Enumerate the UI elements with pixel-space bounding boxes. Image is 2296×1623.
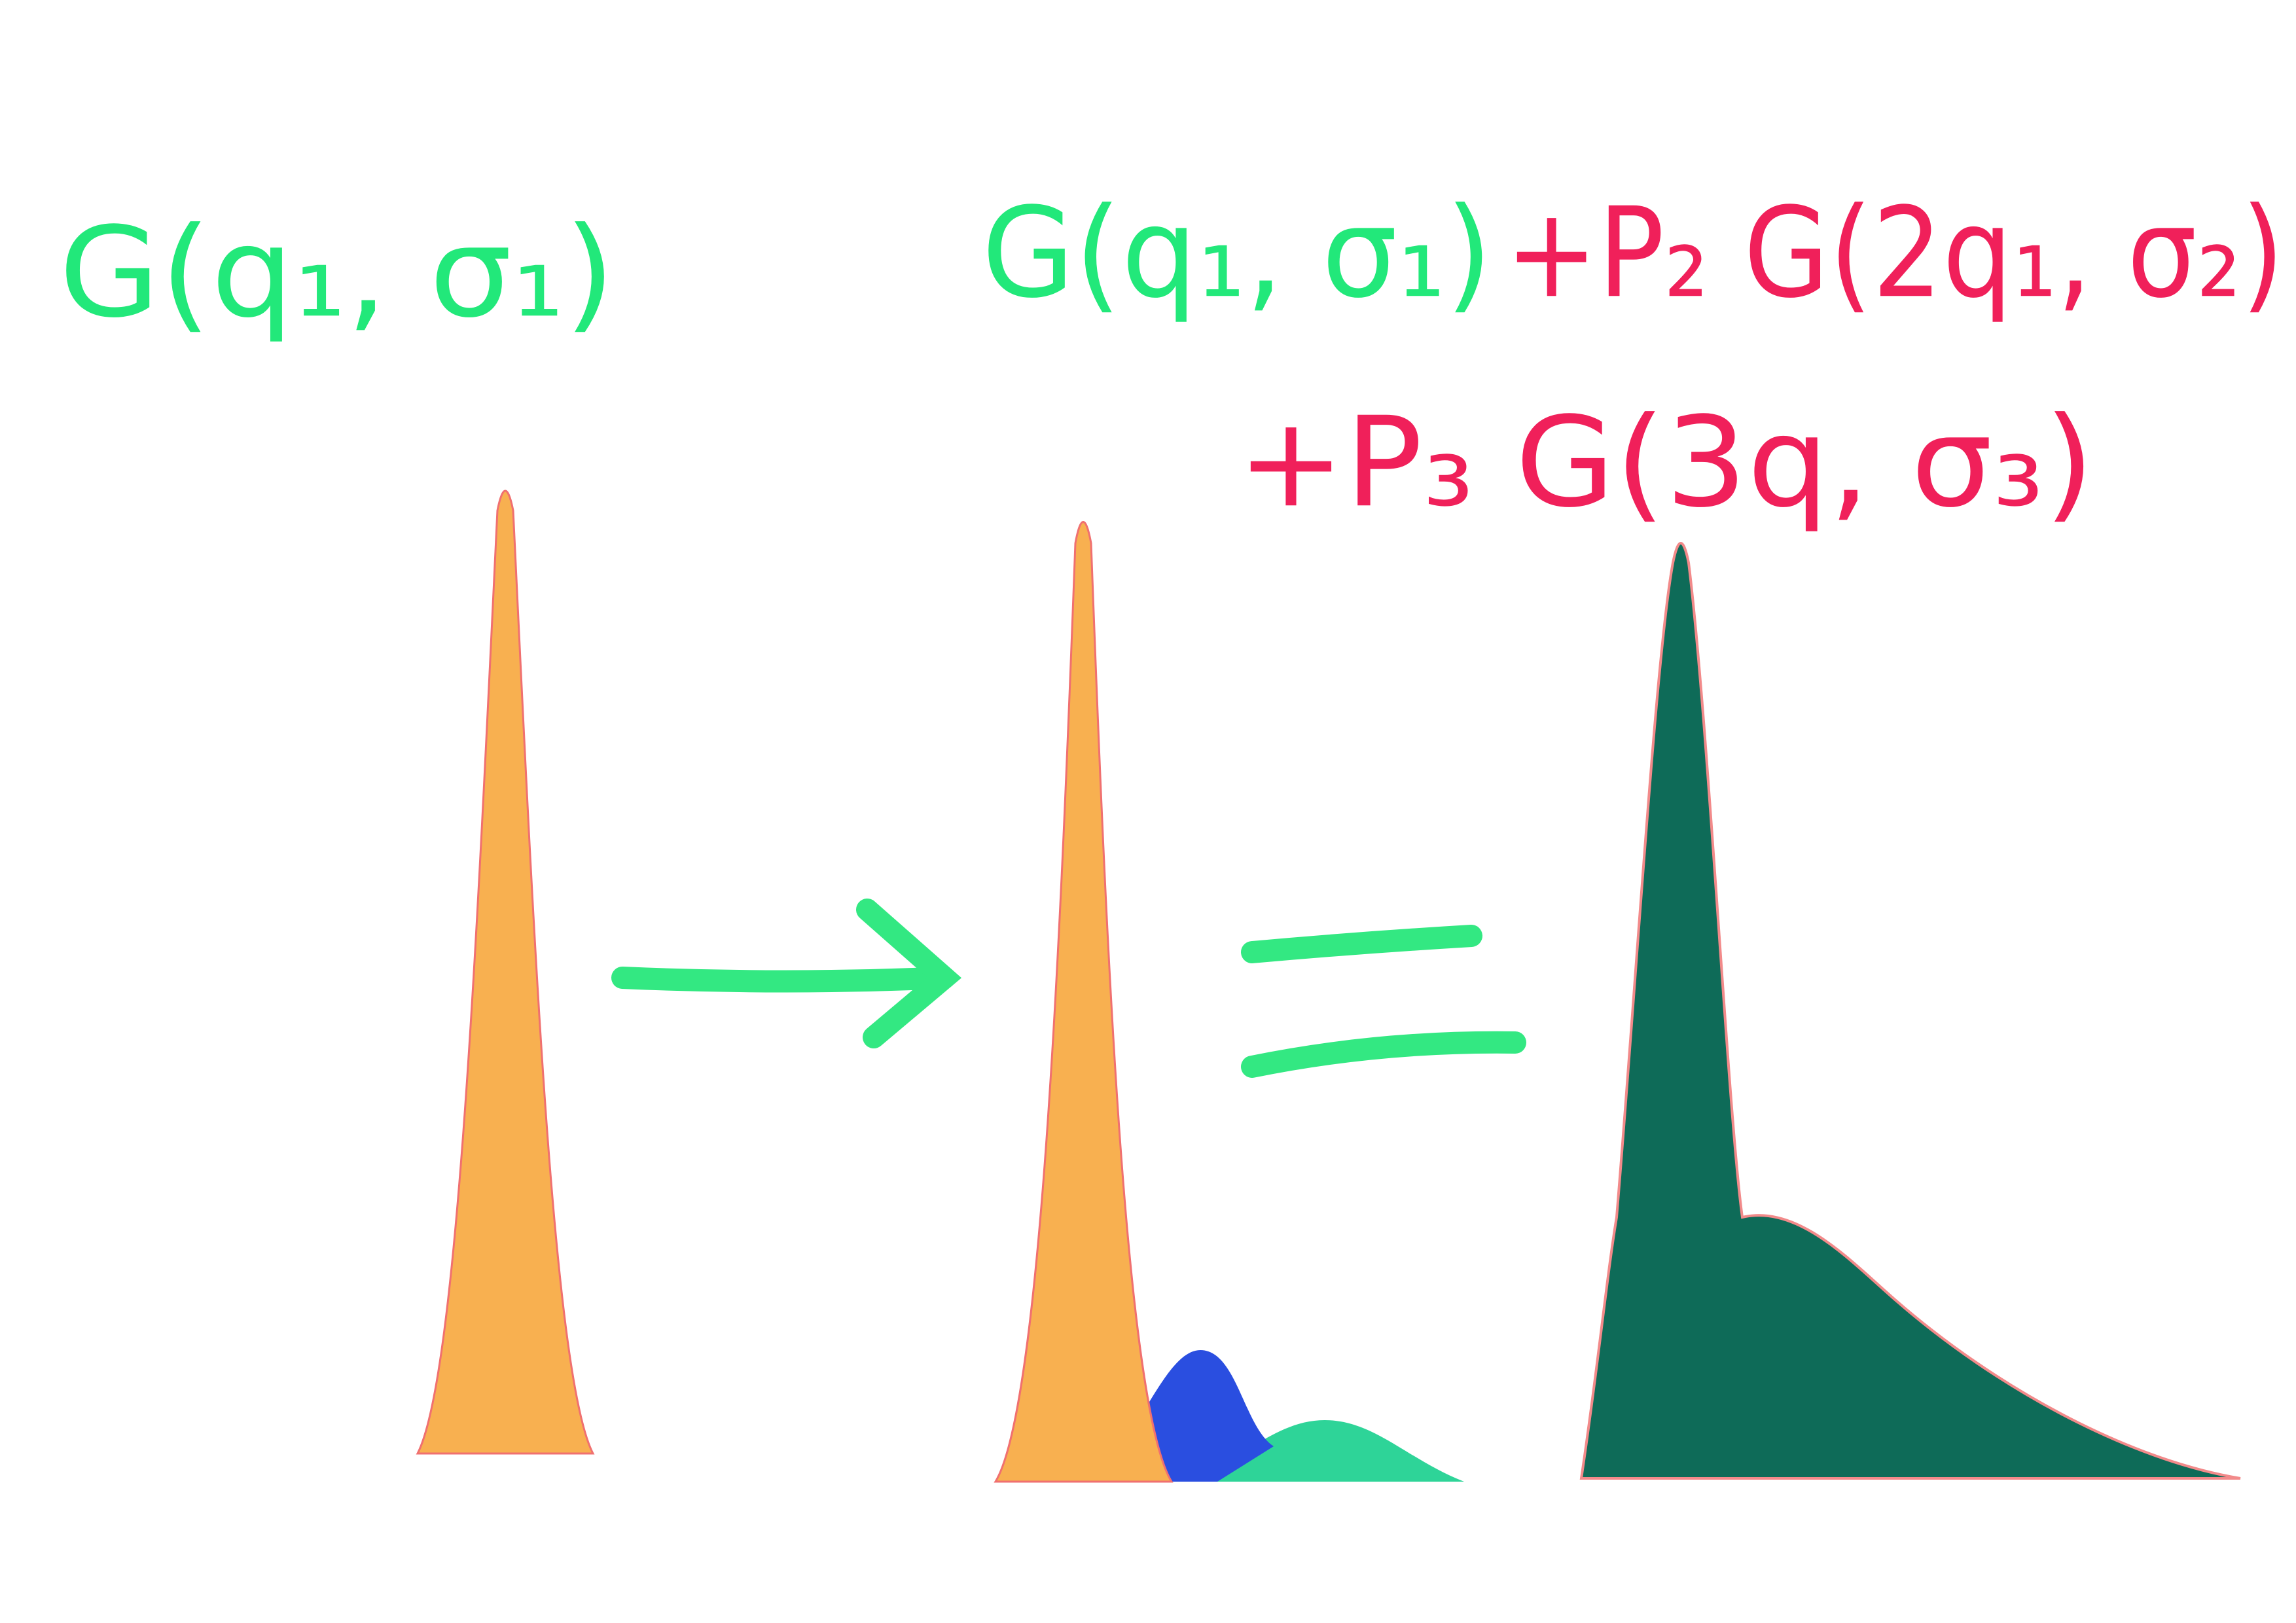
combined-distribution	[1579, 542, 2241, 1480]
component-3	[1186, 1420, 1464, 1482]
equals-sign	[1241, 925, 1526, 1078]
arrow	[611, 899, 962, 1048]
peak	[416, 490, 595, 1455]
left-formula: G(q₁, σ₁)	[59, 200, 615, 345]
right-formula-green: G(q₁, σ₁)	[982, 181, 1492, 325]
component-1	[994, 521, 1174, 1483]
right-formula-red-2: +P₃ G(3q, σ₃)	[1237, 390, 2094, 535]
right-formula-red-1: +P₂ G(2q₁, σ₂)	[1505, 181, 2284, 325]
